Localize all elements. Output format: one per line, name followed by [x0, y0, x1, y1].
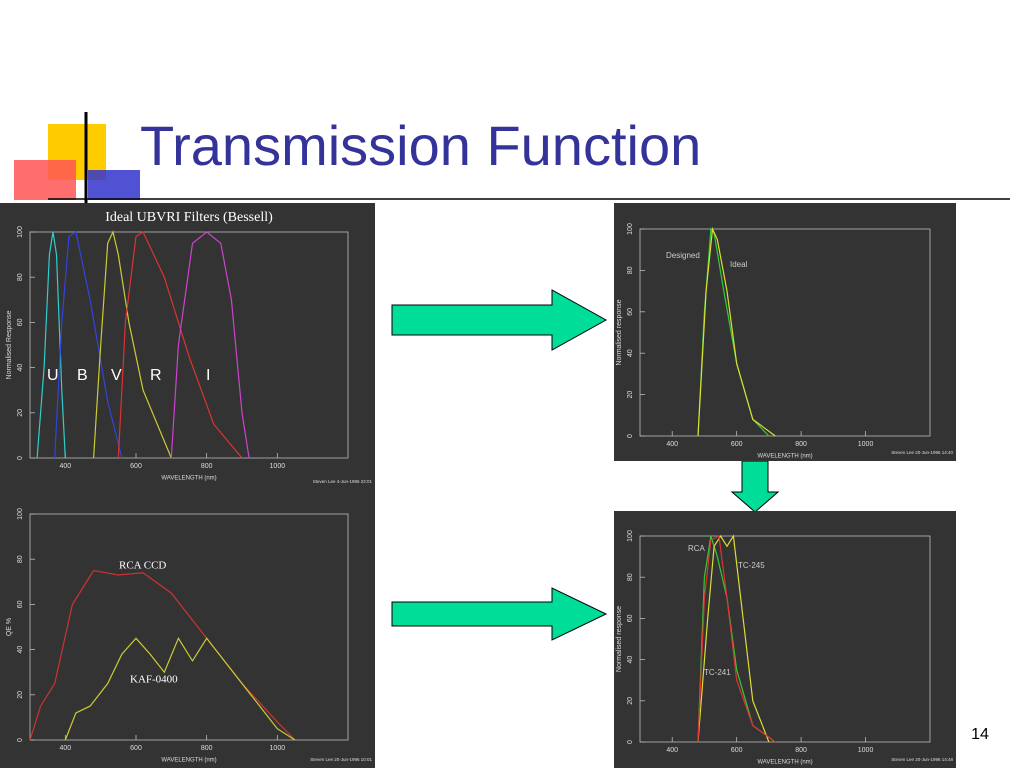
x-axis-label: WAVELENGTH (nm) — [161, 476, 216, 482]
series-label: U — [47, 367, 59, 384]
series-label: TC-245 — [738, 561, 765, 570]
x-tick-label: 1000 — [270, 463, 286, 470]
arrow — [730, 460, 780, 513]
arrow — [391, 289, 608, 351]
series-label: Ideal — [730, 260, 748, 269]
x-tick-label: 400 — [59, 745, 71, 752]
x-tick-label: 800 — [795, 747, 807, 754]
x-tick-label: 1000 — [858, 747, 874, 754]
panel-background — [614, 511, 956, 768]
x-tick-label: 600 — [130, 745, 142, 752]
y-tick-label: 100 — [17, 226, 24, 238]
x-axis-label: WAVELENGTH (nm) — [757, 760, 812, 766]
series-line — [29, 569, 296, 741]
x-tick-label: 600 — [130, 463, 142, 470]
series-label: B — [77, 367, 88, 384]
series-line — [117, 231, 243, 459]
credit: Steven Lee 20-Jun-1996 14:48 — [891, 757, 953, 762]
series-line — [36, 231, 66, 459]
x-tick-label: 800 — [795, 441, 807, 448]
y-axis-label: QE % — [6, 618, 13, 636]
series-label: TC-241 — [704, 668, 731, 677]
series-line — [697, 226, 776, 437]
series-line — [697, 535, 776, 743]
y-tick-label: 60 — [627, 614, 634, 622]
panel-background — [0, 203, 375, 490]
y-tick-label: 0 — [627, 740, 634, 744]
panel-background — [0, 490, 375, 768]
plot-frame — [639, 228, 931, 437]
x-tick-label: 1000 — [270, 745, 286, 752]
y-tick-label: 40 — [627, 656, 634, 664]
y-tick-label: 20 — [17, 409, 24, 417]
y-tick-label: 20 — [627, 697, 634, 705]
credit: Steven Lee 20-Jun-1996 10:01 — [310, 757, 372, 762]
series-label: I — [206, 367, 210, 384]
y-tick-label: 40 — [627, 349, 634, 357]
chart-panel: 400 600 800 1000 0 20 40 60 80 100 Ideal UBVRI Fil… — [0, 203, 375, 490]
x-tick-label: 400 — [666, 441, 678, 448]
chart-panel: 400 600 800 1000 0 20 40 60 80 100 WAVELENGTH (nm)… — [614, 203, 956, 461]
page-number: 14 — [971, 726, 989, 743]
series-label: RCA CCD — [119, 560, 166, 572]
y-tick-label: 40 — [17, 646, 24, 654]
y-tick-label: 20 — [17, 691, 24, 699]
series-line — [93, 230, 172, 459]
panel-background — [614, 203, 956, 461]
y-axis-label: Normalised response — [616, 606, 623, 672]
x-tick-label: 800 — [201, 463, 213, 470]
y-tick-label: 80 — [17, 555, 24, 563]
y-tick-label: 0 — [627, 434, 634, 438]
chart-panel: 400 600 800 1000 0 20 40 60 80 100 WAVELENGTH (nm)… — [0, 490, 375, 768]
y-tick-label: 60 — [627, 308, 634, 316]
y-tick-label: 80 — [627, 573, 634, 581]
y-tick-label: 20 — [627, 391, 634, 399]
series-line — [697, 534, 770, 743]
credit: Steven Lee 4-Jun-1996 22:01 — [313, 479, 373, 484]
y-tick-label: 100 — [627, 223, 634, 235]
y-axis-label: Normalised response — [616, 299, 623, 365]
slide-title: Transmission Function — [140, 114, 701, 177]
y-tick-label: 0 — [17, 456, 24, 460]
x-tick-label: 800 — [201, 745, 213, 752]
x-tick-label: 1000 — [858, 441, 874, 448]
y-tick-label: 100 — [17, 508, 24, 520]
chart-panel: 400 600 800 1000 0 20 40 60 80 100 WAVELENGTH (nm)… — [614, 511, 956, 768]
y-tick-label: 60 — [17, 318, 24, 326]
plot-frame — [639, 535, 931, 743]
series-label: RCA — [688, 544, 706, 553]
x-tick-label: 600 — [731, 441, 743, 448]
y-tick-label: 80 — [17, 273, 24, 281]
plot-frame — [29, 513, 349, 741]
y-tick-label: 100 — [627, 530, 634, 542]
arrow — [391, 587, 608, 641]
deco-square — [88, 170, 140, 200]
series-label: V — [111, 367, 122, 384]
y-tick-label: 60 — [17, 600, 24, 608]
deco-square — [14, 160, 76, 200]
series-line — [64, 636, 296, 741]
plot-frame — [29, 231, 349, 459]
series-label: R — [150, 367, 162, 384]
x-axis-label: WAVELENGTH (nm) — [757, 454, 812, 460]
credit: Steven Lee 20-Jun-1996 14:40 — [891, 450, 953, 455]
series-label: KAF-0400 — [130, 674, 178, 686]
series-label: Designed — [666, 251, 700, 260]
x-axis-label: WAVELENGTH (nm) — [161, 758, 216, 764]
x-tick-label: 600 — [731, 747, 743, 754]
x-tick-label: 400 — [59, 463, 71, 470]
y-tick-label: 40 — [17, 364, 24, 372]
series-line — [170, 231, 250, 459]
y-tick-label: 0 — [17, 738, 24, 742]
x-tick-label: 400 — [666, 747, 678, 754]
chart-title: Ideal UBVRI Filters (Bessell) — [105, 210, 273, 225]
y-axis-label: Normalised Response — [6, 310, 13, 379]
series-line — [54, 231, 123, 459]
y-tick-label: 80 — [627, 266, 634, 274]
